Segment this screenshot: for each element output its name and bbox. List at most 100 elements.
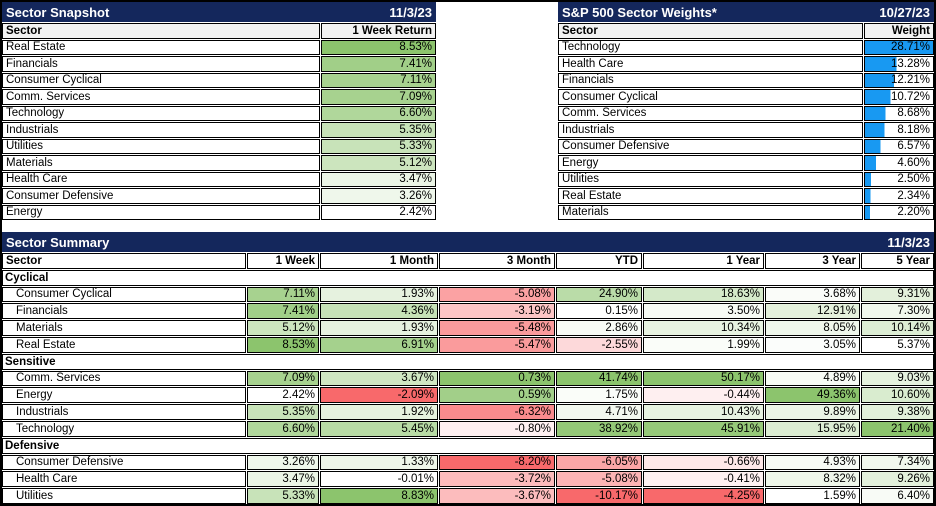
summary-value-cell: 9.89% [765, 404, 860, 420]
sector-summary-title: Sector Summary [6, 234, 110, 250]
sector-weights-date: 10/27/23 [879, 4, 930, 20]
summary-sector-cell: Financials [2, 303, 246, 320]
summary-value-cell: -5.48% [439, 320, 555, 336]
summary-value-cell: 10.34% [643, 320, 764, 336]
sector-summary-panel: Sector Summary 11/3/23 Sector 1 Week 1 M… [2, 232, 934, 504]
weight-bar-cell: 12.21% [864, 72, 934, 88]
sector-summary-titlebar: Sector Summary 11/3/23 [2, 232, 934, 252]
summary-value-cell: 4.89% [765, 370, 860, 387]
snapshot-header-sector: Sector [2, 23, 320, 39]
snapshot-return-cell: 5.35% [321, 122, 436, 138]
summary-value-cell: 4.93% [765, 454, 860, 471]
snapshot-return-cell: 6.60% [321, 105, 436, 121]
weights-sector-cell: Energy [558, 155, 863, 171]
summary-sector-cell: Materials [2, 320, 246, 336]
summary-value-cell: 1.93% [320, 320, 438, 336]
summary-value-cell: 4.71% [556, 404, 642, 420]
sector-weights-titlebar: S&P 500 Sector Weights* 10/27/23 [558, 2, 934, 22]
summary-value-cell: -6.05% [556, 454, 642, 471]
summary-value-cell: 1.59% [765, 488, 860, 504]
summary-value-cell: 49.36% [765, 387, 860, 404]
summary-value-cell: 5.35% [247, 404, 319, 420]
summary-header-3month: 3 Month [439, 253, 555, 269]
summary-header-1week: 1 Week [247, 253, 319, 269]
summary-sector-cell: Industrials [2, 404, 246, 420]
summary-value-cell: -3.72% [439, 471, 555, 488]
weight-bar-cell: 28.71% [864, 39, 934, 55]
summary-value-cell: 7.30% [861, 303, 934, 320]
summary-value-cell: -0.66% [643, 454, 764, 471]
summary-value-cell: 2.86% [556, 320, 642, 336]
summary-value-cell: 7.41% [247, 303, 319, 320]
summary-header-1month: 1 Month [320, 253, 438, 269]
snapshot-return-cell: 3.26% [321, 188, 436, 204]
summary-value-cell: 2.42% [247, 387, 319, 404]
summary-value-cell: 1.99% [643, 336, 764, 353]
summary-value-cell: 7.09% [247, 370, 319, 387]
summary-value-cell: 1.92% [320, 404, 438, 420]
snapshot-sector-cell: Financials [2, 56, 320, 72]
snapshot-sector-cell: Comm. Services [2, 89, 320, 105]
summary-value-cell: 5.12% [247, 320, 319, 336]
weight-bar-cell: 8.68% [864, 105, 934, 121]
group-row-defensive: Defensive [2, 437, 934, 454]
sector-snapshot-panel: Sector Snapshot 11/3/23 Sector 1 Week Re… [2, 2, 436, 220]
summary-value-cell: 6.91% [320, 336, 438, 353]
summary-value-cell: 1.33% [320, 454, 438, 471]
group-row-sensitive: Sensitive [2, 353, 934, 370]
summary-sector-cell: Comm. Services [2, 370, 246, 387]
sector-snapshot-titlebar: Sector Snapshot 11/3/23 [2, 2, 436, 22]
summary-value-cell: 7.34% [861, 454, 934, 471]
summary-sector-cell: Technology [2, 420, 246, 437]
summary-value-cell: 38.92% [556, 420, 642, 437]
summary-value-cell: 0.15% [556, 303, 642, 320]
summary-value-cell: -5.08% [439, 286, 555, 303]
sector-snapshot-title: Sector Snapshot [6, 4, 110, 20]
weights-sector-cell: Industrials [558, 122, 863, 138]
summary-header-sector: Sector [2, 253, 246, 269]
summary-value-cell: 45.91% [643, 420, 764, 437]
summary-sector-cell: Utilities [2, 488, 246, 504]
summary-sector-cell: Health Care [2, 471, 246, 488]
summary-sector-cell: Consumer Defensive [2, 454, 246, 471]
summary-value-cell: -0.01% [320, 471, 438, 488]
summary-header-1year: 1 Year [643, 253, 764, 269]
weights-sector-cell: Technology [558, 39, 863, 55]
summary-value-cell: 0.73% [439, 370, 555, 387]
weight-bar-cell: 4.60% [864, 155, 934, 171]
sector-snapshot-date: 11/3/23 [389, 4, 432, 20]
weights-sector-cell: Utilities [558, 171, 863, 187]
summary-value-cell: 5.45% [320, 420, 438, 437]
weights-sector-cell: Financials [558, 72, 863, 88]
snapshot-sector-cell: Industrials [2, 122, 320, 138]
weight-bar-cell: 13.28% [864, 56, 934, 72]
summary-value-cell: 5.37% [861, 336, 934, 353]
summary-value-cell: -5.47% [439, 336, 555, 353]
summary-value-cell: 12.91% [765, 303, 860, 320]
summary-header-5year: 5 Year [861, 253, 934, 269]
summary-value-cell: 15.95% [765, 420, 860, 437]
snapshot-return-cell: 7.41% [321, 56, 436, 72]
summary-value-cell: -5.08% [556, 471, 642, 488]
summary-value-cell: 3.05% [765, 336, 860, 353]
sector-snapshot-table: Sector 1 Week Return Real Estate 8.53% Fin… [2, 23, 436, 220]
weight-bar-cell: 8.18% [864, 122, 934, 138]
weights-sector-cell: Materials [558, 204, 863, 220]
weights-sector-cell: Health Care [558, 56, 863, 72]
sector-summary-date: 11/3/23 [887, 234, 930, 250]
snapshot-sector-cell: Energy [2, 204, 320, 220]
summary-value-cell: -0.41% [643, 471, 764, 488]
snapshot-sector-cell: Utilities [2, 138, 320, 154]
weight-bar-cell: 2.50% [864, 171, 934, 187]
summary-value-cell: 21.40% [861, 420, 934, 437]
snapshot-return-cell: 7.09% [321, 89, 436, 105]
summary-value-cell: 1.93% [320, 286, 438, 303]
summary-header-3year: 3 Year [765, 253, 860, 269]
summary-sector-cell: Consumer Cyclical [2, 286, 246, 303]
summary-value-cell: -2.55% [556, 336, 642, 353]
summary-value-cell: 24.90% [556, 286, 642, 303]
weights-header-sector: Sector [558, 23, 863, 39]
snapshot-return-cell: 5.33% [321, 138, 436, 154]
snapshot-sector-cell: Health Care [2, 171, 320, 187]
